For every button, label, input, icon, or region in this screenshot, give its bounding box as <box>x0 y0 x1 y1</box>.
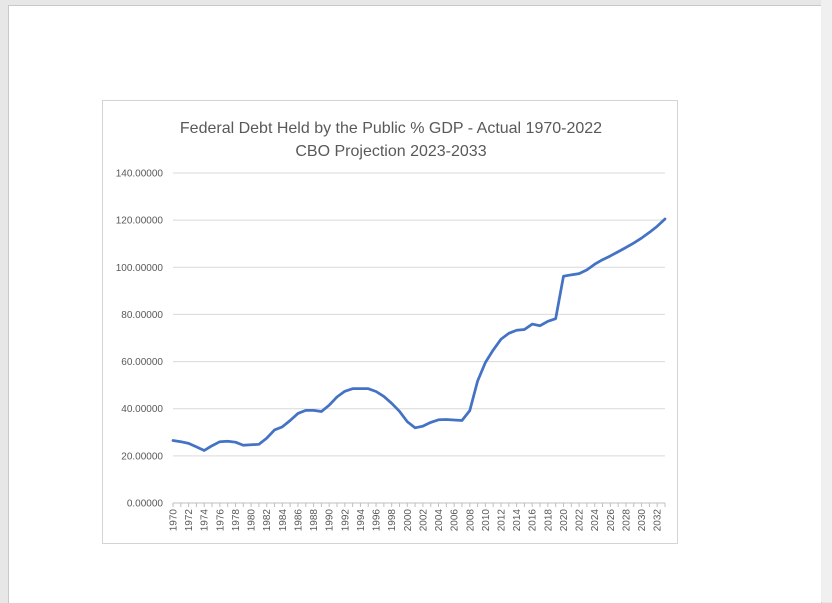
x-tick-label: 2018 <box>543 509 554 532</box>
x-tick-label: 1986 <box>293 509 304 532</box>
y-tick-label: 80.00000 <box>121 310 163 321</box>
x-tick-label: 2022 <box>575 509 586 532</box>
line-chart: Federal Debt Held by the Public % GDP - … <box>116 120 667 532</box>
x-tick-label: 2012 <box>497 509 508 532</box>
y-tick-label: 40.00000 <box>121 404 163 415</box>
y-tick-label: 140.00000 <box>116 169 164 180</box>
x-tick-label: 1972 <box>184 509 195 532</box>
x-tick-label: 2030 <box>637 509 648 532</box>
x-tick-label: 1984 <box>278 509 289 532</box>
x-tick-label: 2002 <box>418 509 429 532</box>
gridlines <box>172 172 666 507</box>
y-axis-tick-labels: 0.00000 20.00000 40.00000 60.00000 80.00000 1… <box>116 169 164 510</box>
x-tick-label: 2006 <box>450 509 461 532</box>
x-tick-label: 2020 <box>559 509 570 532</box>
y-tick-label: 60.00000 <box>121 357 163 368</box>
x-tick-label: 1976 <box>215 509 226 532</box>
chart-subtitle: CBO Projection 2023-2033 <box>295 143 486 160</box>
x-tick-label: 2014 <box>512 509 523 532</box>
x-tick-label: 1988 <box>309 509 320 532</box>
x-tick-label: 2024 <box>590 509 601 532</box>
x-tick-label: 2026 <box>606 509 617 532</box>
x-tick-label: 1970 <box>169 509 180 532</box>
x-tick-label: 1980 <box>247 509 258 532</box>
y-tick-label: 120.00000 <box>116 216 164 227</box>
x-tick-label: 1996 <box>372 509 383 532</box>
y-tick-label: 0.00000 <box>127 499 164 510</box>
chart-title: Federal Debt Held by the Public % GDP - … <box>180 120 602 137</box>
x-axis-tick-labels: 1970 1972 1974 1976 1978 1980 1982 1984 1986 1988… <box>169 509 664 532</box>
x-tick-label: 2032 <box>653 509 664 532</box>
x-tick-label: 2004 <box>434 509 445 532</box>
x-tick-label: 1982 <box>262 509 273 532</box>
x-tick-label: 2010 <box>481 509 492 532</box>
x-tick-label: 2008 <box>465 509 476 532</box>
x-tick-label: 1990 <box>325 509 336 532</box>
series-line <box>171 217 667 452</box>
x-tick-label: 1998 <box>387 509 398 532</box>
series-layer <box>171 217 667 452</box>
scrollbar-track[interactable] <box>821 0 832 602</box>
x-tick-label: 1992 <box>340 509 351 532</box>
x-tick-label: 2000 <box>403 509 414 532</box>
y-tick-label: 20.00000 <box>121 451 163 462</box>
x-tick-label: 2028 <box>621 509 632 532</box>
x-tick-label: 1974 <box>200 509 211 532</box>
x-tick-label: 1978 <box>231 509 242 532</box>
y-tick-label: 100.00000 <box>116 263 164 274</box>
x-tick-label: 1994 <box>356 509 367 532</box>
chart-container: Federal Debt Held by the Public % GDP - … <box>102 100 678 544</box>
x-tick-label: 2016 <box>528 509 539 532</box>
